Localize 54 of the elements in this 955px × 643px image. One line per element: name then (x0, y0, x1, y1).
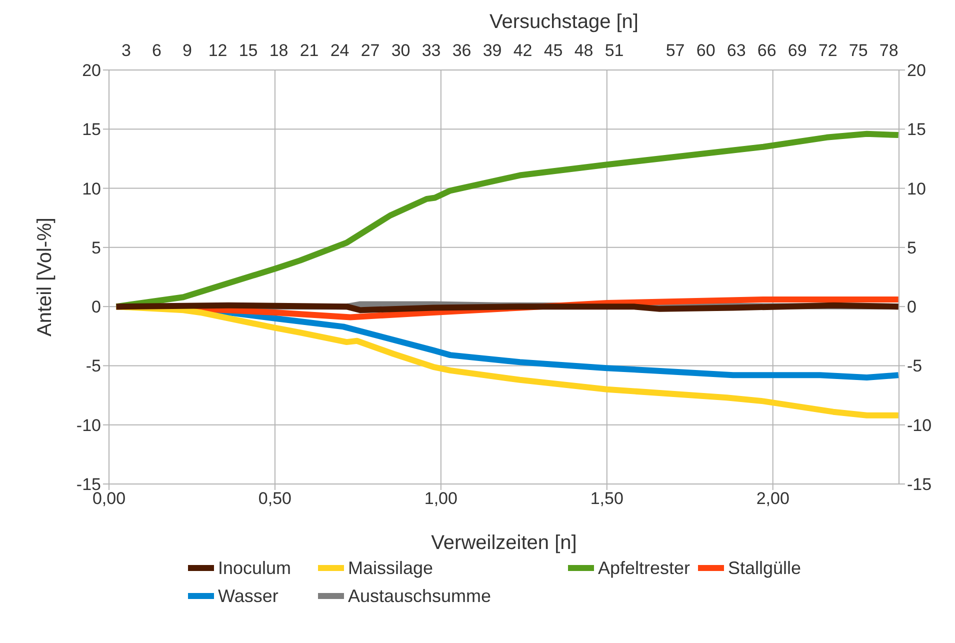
y-tick-label: 0 (92, 298, 101, 317)
legend-label: Inoculum (218, 558, 292, 578)
legend-label: Apfeltrester (598, 558, 690, 578)
x2-tick-label: 51 (604, 41, 624, 60)
y-tick-label: -10 (76, 416, 101, 435)
x2-tick-label: 21 (300, 41, 319, 60)
y2-tick-label: -5 (907, 356, 922, 376)
x-tick-label: 1,00 (424, 489, 458, 508)
y-tick-label: -5 (86, 356, 101, 376)
y-tick-label: 15 (82, 120, 101, 140)
x2-tick-label: 72 (818, 41, 838, 60)
x2-tick-label: 30 (391, 41, 410, 60)
x2-tick-label: 33 (422, 41, 441, 60)
x2-tick-label: 69 (788, 41, 807, 60)
y2-tick-label: -15 (907, 475, 932, 494)
x-axis-title: Verweilzeiten [n] (431, 532, 577, 554)
x-tick-label: 1,50 (590, 489, 624, 508)
y2-tick-label: 5 (907, 238, 916, 258)
x2-tick-label: 39 (482, 41, 502, 60)
x2-tick-label: 48 (574, 41, 594, 60)
x2-tick-label: 57 (666, 41, 685, 60)
y-tick-label: 20 (82, 61, 101, 80)
y2-tick-label: 15 (907, 120, 926, 140)
y-tick-label: 5 (92, 238, 101, 258)
x-tick-label: 0,00 (92, 489, 126, 508)
legend-label: Maissilage (348, 558, 434, 578)
legend-label: Austauschsumme (348, 586, 492, 606)
x2-tick-label: 36 (452, 41, 472, 60)
x2-tick-label: 18 (269, 41, 288, 60)
y-tick-label: 10 (82, 179, 101, 198)
x2-tick-label: 75 (848, 41, 868, 60)
x2-tick-label: 12 (208, 41, 228, 60)
x2-tick-label: 27 (360, 41, 380, 60)
x2-tick-label: 66 (757, 41, 776, 60)
x2-tick-label: 15 (238, 41, 258, 60)
x2-tick-label: 78 (879, 41, 898, 60)
x2-tick-label: 45 (544, 41, 563, 60)
y2-tick-label: 10 (907, 179, 926, 198)
x2-tick-label: 60 (696, 41, 716, 60)
x2-tick-label: 9 (182, 41, 192, 60)
x2-tick-label: 63 (726, 41, 746, 60)
y2-tick-label: 0 (907, 298, 916, 317)
y2-tick-label: -10 (907, 416, 932, 435)
x2-tick-label: 3 (122, 41, 132, 60)
x2-tick-label: 6 (152, 41, 162, 60)
x2-tick-label: 24 (330, 41, 350, 60)
x-tick-label: 0,50 (258, 489, 292, 508)
legend-label: Stallgülle (728, 558, 802, 578)
x-tick-label: 2,00 (756, 489, 790, 508)
y-axis-title: Anteil [Vol-%] (34, 218, 56, 336)
x2-tick-label: 42 (513, 41, 532, 60)
legend-label: Wasser (218, 586, 278, 606)
x2-axis-title: Versuchstage [n] (490, 11, 638, 33)
y2-tick-label: 20 (907, 61, 926, 80)
